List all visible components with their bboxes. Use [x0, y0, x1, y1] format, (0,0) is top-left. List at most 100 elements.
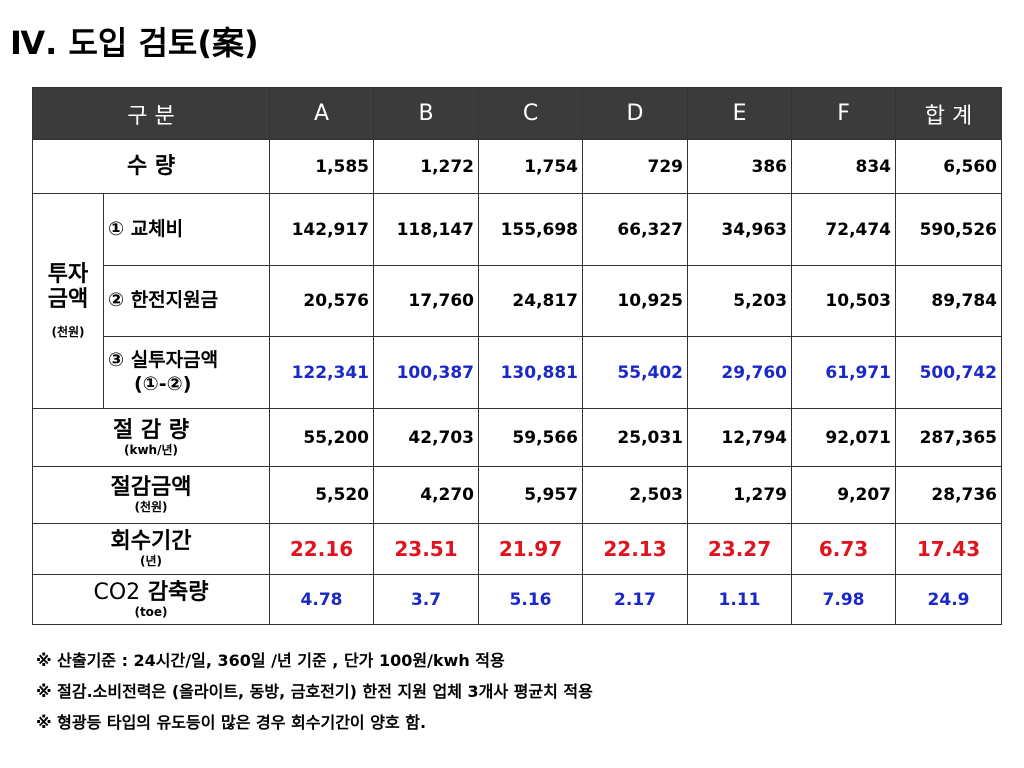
- co2-label-suffix: 감축량: [140, 579, 209, 605]
- page-title: Ⅳ. 도입 검토(案): [10, 24, 259, 62]
- cell: 17.43: [895, 523, 1003, 575]
- cell: 834: [791, 139, 897, 194]
- cell: 1.11: [687, 574, 793, 625]
- cell: 55,200: [269, 408, 375, 467]
- cell: 1,585: [269, 139, 375, 194]
- cell: 28,736: [895, 466, 1003, 524]
- cell: 287,365: [895, 408, 1003, 467]
- row-quantity: 수 량 1,585 1,272 1,754 729 386 834 6,560: [31, 139, 1003, 194]
- saving-label: 절 감 량: [112, 417, 190, 443]
- saving-amt-unit: (천원): [134, 500, 168, 515]
- row-replace-cost: 투자 금액 (천원) ① 교체비 142,917 118,147 155,698…: [32, 193, 1003, 409]
- row-label-quantity: 수 량: [31, 139, 271, 194]
- header-col-b: B: [373, 87, 480, 140]
- cell: 122,341: [269, 336, 375, 409]
- cell: 21.97: [478, 523, 584, 575]
- cell: 10,503: [791, 265, 897, 337]
- cell: 7.98: [791, 574, 897, 625]
- header-col-a: A: [269, 87, 375, 140]
- cell: 72,474: [791, 193, 897, 266]
- footnotes: ※ 산출기준 : 24시간/일, 360일 /년 기준 , 단가 100원/kw…: [36, 645, 593, 738]
- cell: 59,566: [478, 408, 584, 467]
- cell: 25,031: [582, 408, 689, 467]
- cell: 5,203: [687, 265, 793, 337]
- cell: 17,760: [373, 265, 480, 337]
- payback-label: 회수기간: [110, 529, 192, 555]
- header-col-d: D: [582, 87, 689, 140]
- co2-unit: (toe): [134, 604, 168, 619]
- cell: 4,270: [373, 466, 480, 524]
- cell: 130,881: [478, 336, 584, 409]
- footnote: ※ 산출기준 : 24시간/일, 360일 /년 기준 , 단가 100원/kw…: [36, 651, 505, 670]
- cell: 61,971: [791, 336, 897, 409]
- cell: 22.16: [269, 523, 375, 575]
- row-label-replace: ① 교체비: [102, 193, 271, 266]
- cell: 89,784: [895, 265, 1003, 337]
- cell: 142,917: [269, 193, 375, 266]
- footnote: ※ 절감.소비전력은 (올라이트, 동방, 금호전기) 한전 지원 업체 3개사…: [36, 682, 593, 701]
- cell: 5,957: [478, 466, 584, 524]
- header-col-c: C: [478, 87, 584, 140]
- header-row: 구 분 A B C D E F 합 계: [31, 87, 1003, 140]
- row-label-payback: 회수기간 (년): [31, 523, 271, 575]
- cell: 4.78: [269, 574, 375, 625]
- cell: 23.27: [687, 523, 793, 575]
- cell: 9,207: [791, 466, 897, 524]
- cell: 6.73: [791, 523, 897, 575]
- cell: 590,526: [895, 193, 1003, 266]
- cell: 55,402: [582, 336, 689, 409]
- cell: 100,387: [373, 336, 480, 409]
- invest-label-2: 금액: [47, 287, 89, 313]
- saving-amt-label: 절감금액: [110, 475, 192, 501]
- cell: 386: [687, 139, 793, 194]
- review-table: 구 분 A B C D E F 합 계 수 량 1,585 1,272 1,75…: [31, 87, 1003, 625]
- cell: 92,071: [791, 408, 897, 467]
- cell: 1,754: [478, 139, 584, 194]
- cell: 2,503: [582, 466, 689, 524]
- cell: 729: [582, 139, 689, 194]
- saving-unit: (kwh/년): [124, 442, 179, 457]
- cell: 34,963: [687, 193, 793, 266]
- header-col-f: F: [791, 87, 897, 140]
- cell: 10,925: [582, 265, 689, 337]
- cell: 1,272: [373, 139, 480, 194]
- cell: 6,560: [895, 139, 1003, 194]
- cell: 66,327: [582, 193, 689, 266]
- payback-unit: (년): [140, 554, 163, 569]
- header-col-e: E: [687, 87, 793, 140]
- cell: 155,698: [478, 193, 584, 266]
- header-col-total: 합 계: [895, 87, 1003, 140]
- cell: 29,760: [687, 336, 793, 409]
- cell: 24.9: [895, 574, 1003, 625]
- cell: 3.7: [373, 574, 480, 625]
- invest-group-label: 투자 금액 (천원): [32, 193, 104, 409]
- row-label-actual: ③ 실투자금액 (①-②): [102, 336, 271, 409]
- actual-label-1: ③ 실투자금액: [108, 348, 219, 371]
- cell: 42,703: [373, 408, 480, 467]
- cell: 22.13: [582, 523, 689, 575]
- invest-label-1: 투자: [47, 261, 89, 287]
- row-saving-amount: 절감금액 (천원) 5,520 4,270 5,957 2,503 1,279 …: [31, 466, 1003, 524]
- cell: 23.51: [373, 523, 480, 575]
- row-label-subsidy: ② 한전지원금: [102, 265, 271, 337]
- cell: 24,817: [478, 265, 584, 337]
- cell: 2.17: [582, 574, 689, 625]
- co2-label-prefix: CO2: [93, 579, 141, 605]
- row-label-saving-amount: 절감금액 (천원): [31, 466, 271, 524]
- row-payback: 회수기간 (년) 22.16 23.51 21.97 22.13 23.27 6…: [31, 523, 1003, 575]
- cell: 118,147: [373, 193, 480, 266]
- cell: 500,742: [895, 336, 1003, 409]
- cell: 5,520: [269, 466, 375, 524]
- cell: 1,279: [687, 466, 793, 524]
- row-actual-invest: ③ 실투자금액 (①-②) 122,341 100,387 130,881 55…: [33, 336, 1003, 409]
- row-label-co2: CO2 감축량 (toe): [31, 574, 271, 625]
- row-saving: 절 감 량 (kwh/년) 55,200 42,703 59,566 25,03…: [31, 408, 1003, 467]
- cell: 5.16: [478, 574, 584, 625]
- footnote: ※ 형광등 타입의 유도등이 많은 경우 회수기간이 양호 함.: [36, 713, 427, 732]
- row-co2: CO2 감축량 (toe) 4.78 3.7 5.16 2.17 1.11 7.…: [31, 574, 1003, 625]
- actual-label-2: (①-②): [134, 372, 192, 395]
- invest-unit: (천원): [51, 325, 85, 340]
- row-label-saving: 절 감 량 (kwh/년): [31, 408, 271, 467]
- cell: 20,576: [269, 265, 375, 337]
- row-subsidy: ② 한전지원금 20,576 17,760 24,817 10,925 5,20…: [33, 265, 1003, 337]
